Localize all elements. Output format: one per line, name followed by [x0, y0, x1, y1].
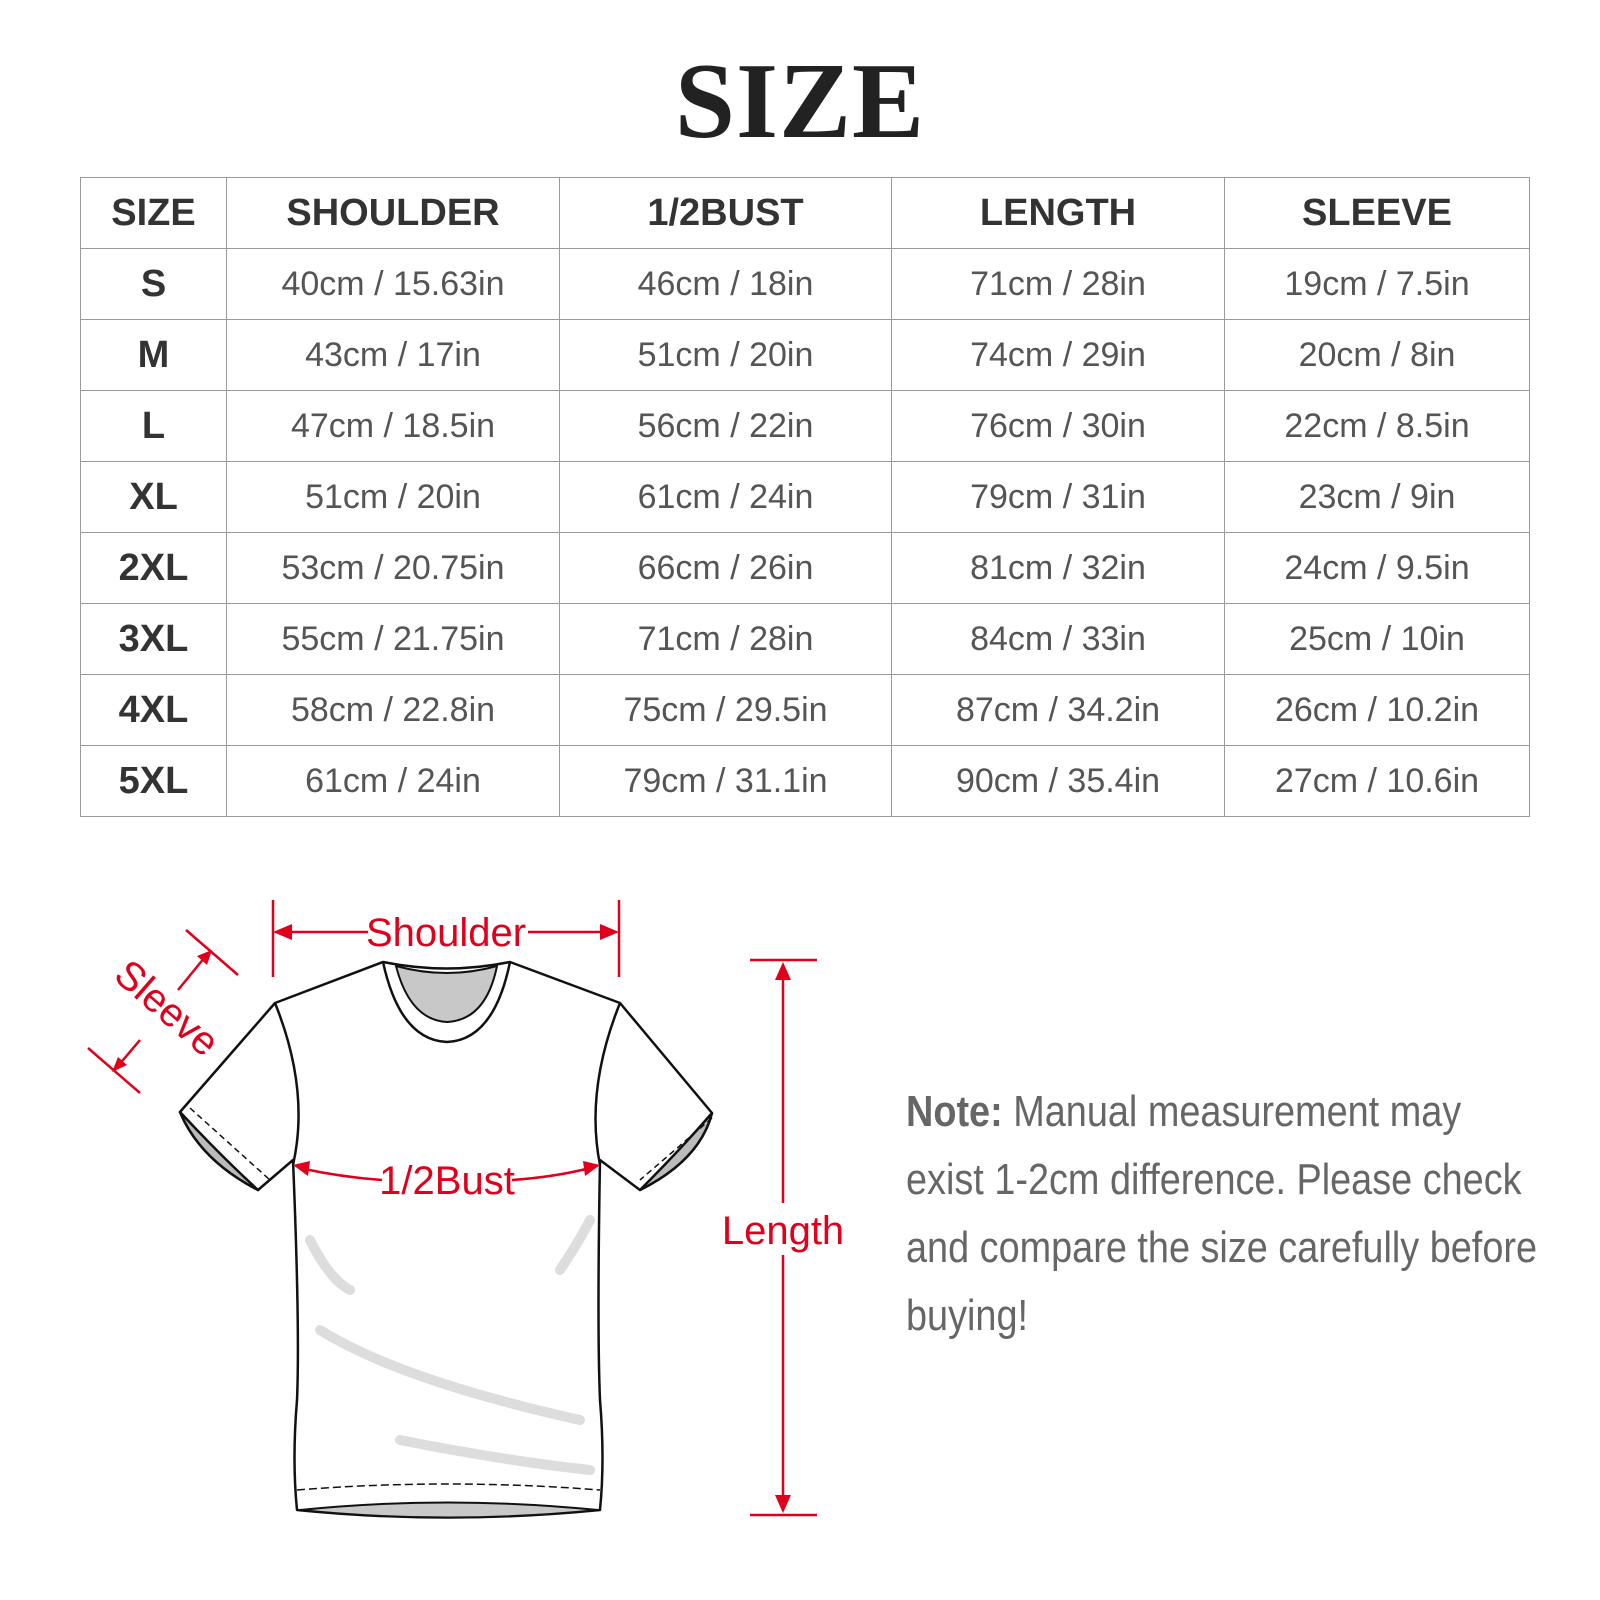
header-size: SIZE	[80, 177, 227, 249]
table-header-row: SIZE SHOULDER 1/2BUST LENGTH SLEEVE	[80, 177, 1530, 249]
cell-shoulder: 55cm / 21.75in	[226, 603, 560, 675]
header-length: LENGTH	[891, 177, 1225, 249]
cell-shoulder: 51cm / 20in	[226, 461, 560, 533]
cell-size: 5XL	[80, 745, 227, 817]
table-row: M 43cm / 17in 51cm / 20in 74cm / 29in 20cm /…	[80, 319, 1530, 391]
cell-size: 3XL	[80, 603, 227, 675]
cell-sleeve: 23cm / 9in	[1224, 461, 1530, 533]
size-table: SIZE SHOULDER 1/2BUST LENGTH SLEEVE S 40c…	[80, 177, 1530, 817]
table-row: L 47cm / 18.5in 56cm / 22in 76cm / 30in 22cm…	[80, 390, 1530, 462]
sleeve-label: Sleeve	[106, 952, 227, 1065]
table-row: 5XL 61cm / 24in 79cm / 31.1in 90cm / 35.4in…	[80, 745, 1530, 817]
cell-bust: 66cm / 26in	[559, 532, 892, 604]
cell-sleeve: 26cm / 10.2in	[1224, 674, 1530, 746]
cell-length: 84cm / 33in	[891, 603, 1225, 675]
page-title: SIZE	[674, 42, 926, 161]
cell-sleeve: 27cm / 10.6in	[1224, 745, 1530, 817]
bust-label: 1/2Bust	[379, 1159, 515, 1203]
table-row: 3XL 55cm / 21.75in 71cm / 28in 84cm / 33in 2…	[80, 603, 1530, 675]
cell-length: 76cm / 30in	[891, 390, 1225, 462]
cell-bust: 61cm / 24in	[559, 461, 892, 533]
cell-size: 4XL	[80, 674, 227, 746]
cell-size: S	[80, 248, 227, 320]
cell-sleeve: 25cm / 10in	[1224, 603, 1530, 675]
cell-length: 90cm / 35.4in	[891, 745, 1225, 817]
cell-bust: 46cm / 18in	[559, 248, 892, 320]
cell-sleeve: 20cm / 8in	[1224, 319, 1530, 391]
cell-shoulder: 53cm / 20.75in	[226, 532, 560, 604]
cell-shoulder: 40cm / 15.63in	[226, 248, 560, 320]
cell-shoulder: 43cm / 17in	[226, 319, 560, 391]
note-text: Note: Manual measurement may exist 1-2cm…	[906, 1078, 1542, 1350]
cell-bust: 75cm / 29.5in	[559, 674, 892, 746]
header-sleeve: SLEEVE	[1224, 177, 1530, 249]
shoulder-measure	[271, 900, 621, 977]
cell-length: 81cm / 32in	[891, 532, 1225, 604]
cell-sleeve: 19cm / 7.5in	[1224, 248, 1530, 320]
cell-bust: 51cm / 20in	[559, 319, 892, 391]
cell-sleeve: 22cm / 8.5in	[1224, 390, 1530, 462]
cell-length: 74cm / 29in	[891, 319, 1225, 391]
bust-measure	[293, 1161, 600, 1182]
fabric-shading	[305, 1215, 595, 1475]
sleeve-measure	[87, 929, 239, 1094]
shoulder-label: Shoulder	[366, 911, 526, 955]
cell-bust: 56cm / 22in	[559, 390, 892, 462]
cell-size: XL	[80, 461, 227, 533]
table-row: 4XL 58cm / 22.8in 75cm / 29.5in 87cm / 34.2…	[80, 674, 1530, 746]
note-body: Manual measurement may exist 1-2cm diffe…	[906, 1087, 1538, 1340]
cell-size: L	[80, 390, 227, 462]
cell-size: M	[80, 319, 227, 391]
length-label: Length	[722, 1209, 844, 1253]
table-row: XL 51cm / 20in 61cm / 24in 79cm / 31in 23cm …	[80, 461, 1530, 533]
cell-bust: 79cm / 31.1in	[559, 745, 892, 817]
cell-sleeve: 24cm / 9.5in	[1224, 532, 1530, 604]
tshirt-icon	[178, 960, 714, 1519]
cell-bust: 71cm / 28in	[559, 603, 892, 675]
header-bust: 1/2BUST	[559, 177, 892, 249]
cell-shoulder: 58cm / 22.8in	[226, 674, 560, 746]
note-label: Note:	[906, 1087, 1003, 1136]
length-measure	[750, 958, 817, 1517]
table-row: 2XL 53cm / 20.75in 66cm / 26in 81cm / 32in 2…	[80, 532, 1530, 604]
cell-length: 71cm / 28in	[891, 248, 1225, 320]
cell-shoulder: 61cm / 24in	[226, 745, 560, 817]
table-row: S 40cm / 15.63in 46cm / 18in 71cm / 28in 19c…	[80, 248, 1530, 320]
